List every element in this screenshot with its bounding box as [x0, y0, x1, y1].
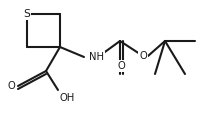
- Text: S: S: [24, 9, 30, 19]
- Text: O: O: [7, 81, 15, 91]
- Text: NH: NH: [89, 52, 104, 62]
- Text: O: O: [117, 61, 125, 71]
- Text: O: O: [139, 51, 147, 61]
- Text: OH: OH: [59, 93, 74, 103]
